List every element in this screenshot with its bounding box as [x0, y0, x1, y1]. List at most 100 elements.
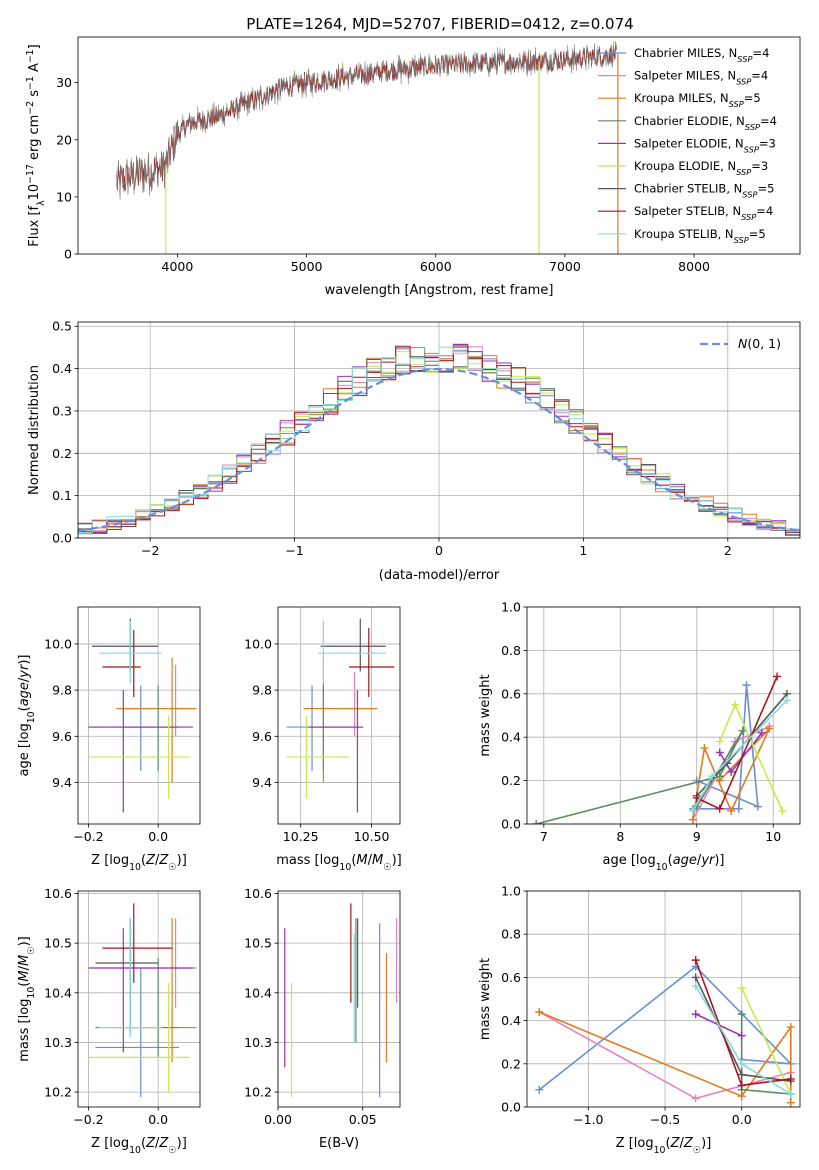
x-tick-label: 0.0: [148, 829, 168, 844]
spectrum-model-chabrier-stelib: [116, 44, 617, 195]
weight-line: [695, 985, 792, 1095]
errorbar-kroupa-stelib: [98, 918, 162, 1038]
errorbar-kroupa-elodie: [286, 715, 349, 799]
legend-label: N(0, 1): [738, 336, 781, 351]
x-axis-label: mass [log10(M/M☉)]: [276, 853, 402, 873]
weight-marker: [786, 1074, 795, 1083]
weight-marker: [783, 696, 791, 705]
plot-area: [284, 903, 398, 1098]
x-tick-label: 0.00: [264, 1112, 292, 1127]
y-axis-label: mass weight: [478, 958, 493, 1040]
errorbar-kroupa-stelib: [317, 620, 386, 684]
panel-mass_weight_vs_Z: −1.0 −0.5 0.0 0.0 0.2 0.4 0.6 0.8 1.0 Z [log10(Z/…: [478, 884, 801, 1156]
legend-label: Chabrier MILES, NSSP=4: [634, 46, 769, 64]
spectrum-model-salpeter-stelib: [116, 45, 617, 195]
y-tick-label: 10: [56, 189, 72, 204]
errorbar-salpeter-elodie: [88, 690, 194, 813]
figure-title: PLATE=1264, MJD=52707, FIBERID=0412, z=0…: [246, 15, 633, 33]
y-tick-label: 10.2: [44, 1085, 72, 1100]
weight-marker: [753, 802, 762, 811]
weight-marker: [778, 806, 787, 815]
errorbar-kroupa-elodie: [88, 982, 190, 1093]
weight-series-kroupa-elodie: [715, 700, 787, 815]
x-tick-label: 9: [693, 829, 701, 844]
weight-marker: [691, 1094, 700, 1103]
panel-mass_vs_Z: −0.2 0.0 10.2 10.3 10.4 10.5 10.6 Z [log10(Z/Z☉…: [17, 886, 201, 1156]
x-tick-label: 8: [616, 829, 624, 844]
y-axis-label: Normed distribution: [27, 365, 42, 495]
errorbar-salpeter-elodie: [88, 928, 194, 1053]
weight-marker: [535, 1007, 544, 1016]
plot-area: [88, 618, 197, 813]
y-tick-label: 0.4: [501, 1013, 521, 1028]
y-axis-label: mass weight: [478, 674, 493, 756]
errorbar-salpeter-miles: [116, 664, 197, 737]
y-tick-label: 10.6: [244, 886, 272, 901]
y-tick-label: 0.3: [52, 403, 72, 418]
y-tick-label: 10.5: [244, 936, 272, 951]
weight-marker: [688, 806, 697, 815]
weight-marker: [715, 748, 724, 757]
panel-residuals: −2 −1 0 1 2 0.0 0.1 0.2 0.3 0.4 0.5 N(0, 1) (data-mo…: [27, 319, 801, 583]
panel-age_vs_Z: −0.2 0.0 9.4 9.6 9.8 10.0 Z [log10(Z/Z☉)] age […: [17, 606, 201, 873]
plot-area: [286, 618, 395, 813]
legend: Chabrier MILES, NSSP=4 Salpeter MILES, NS…: [598, 46, 777, 245]
x-tick-label: 0.05: [349, 1112, 377, 1127]
x-tick-label: 2: [724, 543, 732, 558]
axes-frame: [77, 606, 201, 825]
x-tick-label: 7000: [549, 259, 581, 274]
axes-frame: [526, 890, 801, 1108]
legend-label: Salpeter STELIB, NSSP=4: [634, 204, 773, 222]
legend-label: Chabrier ELODIE, NSSP=4: [634, 114, 777, 132]
y-tick-label: 9.4: [252, 775, 272, 790]
axes-frame: [77, 36, 801, 255]
x-axis-label: wavelength [Angstrom, rest frame]: [325, 283, 554, 298]
errorbar-chabrier-miles: [286, 685, 358, 771]
panel-mass_weight_vs_age: 7 8 9 10 0.0 0.2 0.4 0.6 0.8 1.0 age [log10(age/yr…: [478, 600, 801, 873]
y-axis-label: Flux [fλ10−17 erg cm−2 s−1 A−1]: [25, 44, 47, 246]
weight-marker: [773, 672, 782, 681]
weight-marker: [742, 681, 751, 690]
weight-series-salpeter-stelib: [691, 956, 795, 1090]
weight-marker: [737, 984, 746, 993]
axes-frame: [277, 890, 401, 1108]
errorbar-kroupa-stelib: [98, 620, 162, 684]
weight-marker: [715, 804, 724, 813]
errorbar-kroupa-miles: [303, 657, 378, 783]
y-tick-label: 10.6: [44, 886, 72, 901]
legend-label: Kroupa MILES, NSSP=5: [634, 91, 761, 109]
y-tick-label: 20: [56, 132, 72, 147]
y-tick-label: 9.6: [52, 729, 72, 744]
panel-mass_vs_EBV: 0.00 0.05 10.2 10.3 10.4 10.5 10.6 E(B-V): [244, 886, 401, 1151]
x-axis-label: (data-model)/error: [379, 568, 500, 583]
y-tick-label: 10.4: [44, 985, 72, 1000]
x-axis-label: Z [log10(Z/Z☉)]: [91, 853, 187, 873]
spectrum-data-line: [116, 40, 617, 200]
legend-label: Kroupa ELODIE, NSSP=3: [634, 159, 768, 177]
x-tick-label: 5000: [291, 259, 323, 274]
weight-marker: [731, 700, 739, 709]
axes-frame: [277, 606, 401, 825]
panel-age_vs_mass: 10.25 10.50 9.4 9.6 9.8 10.0 mass [log10(M/M☉)…: [244, 606, 402, 873]
weight-series-kroupa-miles: [535, 1007, 795, 1107]
errorbar-salpeter-stelib: [348, 627, 395, 698]
y-tick-label: 0.4: [52, 361, 72, 376]
x-tick-label: 0.0: [148, 1112, 168, 1127]
weight-marker: [734, 804, 743, 813]
errorbar-chabrier-stelib: [95, 918, 159, 1033]
y-tick-label: 9.8: [52, 683, 72, 698]
y-tick-label: 0.2: [52, 446, 72, 461]
x-tick-label: 0.0: [732, 1112, 752, 1127]
errorbar-chabrier-miles: [88, 685, 180, 771]
x-tick-label: 10.50: [354, 829, 390, 844]
weight-marker: [691, 982, 700, 991]
x-tick-label: 8000: [678, 259, 710, 274]
errorbar-salpeter-elodie: [309, 690, 364, 813]
y-tick-label: 9.4: [52, 775, 72, 790]
weight-marker: [688, 815, 697, 824]
x-axis-label: Z [log10(Z/Z☉)]: [91, 1136, 187, 1156]
weight-marker: [708, 772, 717, 781]
weight-line: [538, 1011, 792, 1103]
y-tick-label: 0.8: [501, 643, 521, 658]
